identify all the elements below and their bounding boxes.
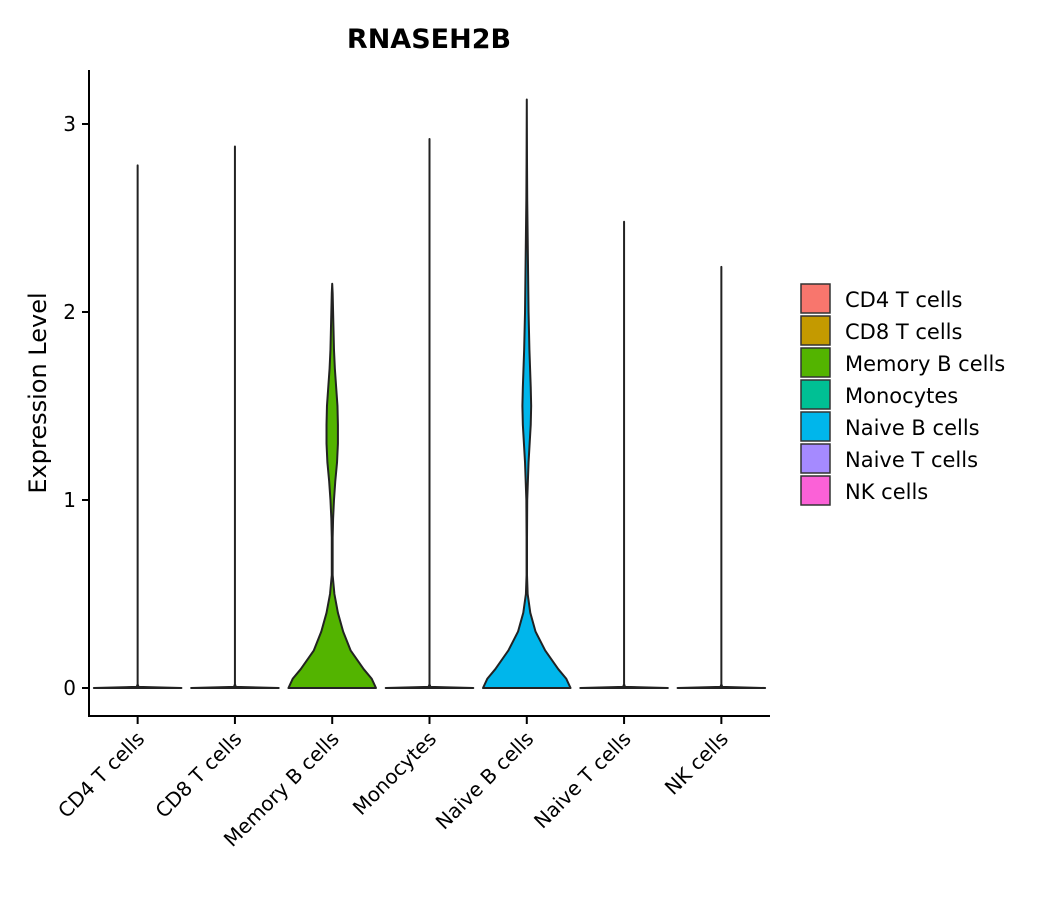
- y-tick-label: 3: [63, 112, 76, 136]
- violin-cd4-t-cells: [92, 164, 183, 689]
- y-tick-label: 1: [63, 488, 76, 512]
- legend-swatch-memory-b-cells: [800, 347, 831, 378]
- violins-layer: [92, 98, 767, 689]
- x-tick-label: CD8 T cells: [150, 727, 246, 823]
- violin-cd8-t-cells: [190, 145, 280, 689]
- legend-swatch-nk-cells: [800, 475, 831, 506]
- chart-title: RNASEH2B: [347, 24, 511, 55]
- legend-label-memory-b-cells: Memory B cells: [845, 352, 1005, 376]
- legend-swatch-naive-b-cells: [800, 411, 831, 442]
- legend-label-naive-b-cells: Naive B cells: [845, 416, 980, 440]
- y-tick-label: 2: [63, 300, 76, 324]
- legend: CD4 T cells CD8 T cells Memory B cells Mono…: [800, 283, 1005, 506]
- legend-swatch-monocytes: [800, 379, 831, 410]
- y-axis-label: Expression Level: [24, 292, 52, 493]
- x-tick-label: Naive B cells: [431, 727, 539, 835]
- x-tick-label: NK cells: [660, 727, 733, 800]
- legend-swatch-cd8-t-cells: [800, 315, 831, 346]
- legend-label-nk-cells: NK cells: [845, 480, 928, 504]
- legend-swatch-naive-t-cells: [800, 443, 831, 474]
- x-tick-label: Naive T cells: [529, 727, 636, 834]
- legend-label-cd4-t-cells: CD4 T cells: [845, 288, 962, 312]
- legend-label-monocytes: Monocytes: [845, 384, 958, 408]
- x-tick-label: CD4 T cells: [53, 727, 149, 823]
- legend-label-naive-t-cells: Naive T cells: [845, 448, 978, 472]
- y-axis: 0 1 2 3: [63, 70, 90, 716]
- violin-naive-t-cells: [579, 220, 669, 689]
- y-tick-label: 0: [63, 676, 76, 700]
- x-tick-label: Monocytes: [348, 727, 441, 820]
- violin-nk-cells: [676, 265, 767, 689]
- legend-label-cd8-t-cells: CD8 T cells: [845, 320, 962, 344]
- violin-memory-b-cells: [287, 282, 377, 689]
- violin-naive-b-cells: [482, 98, 572, 689]
- legend-swatch-cd4-t-cells: [800, 283, 831, 314]
- violin-monocytes: [384, 138, 475, 689]
